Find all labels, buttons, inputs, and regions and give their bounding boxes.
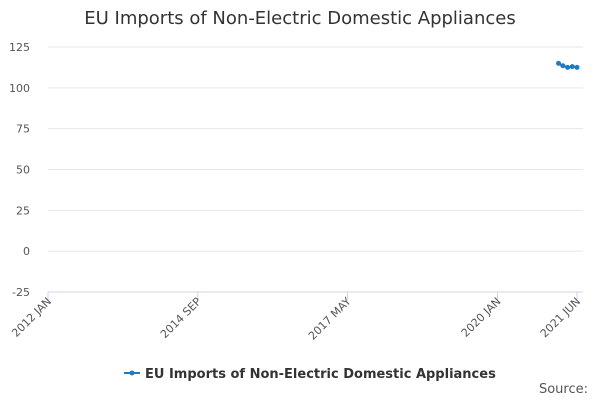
y-tick-label: 75 (16, 123, 30, 136)
point (574, 64, 580, 70)
chart-title: EU Imports of Non-Electric Domestic Appl… (84, 8, 515, 29)
x-tick-label: 2017 MAY (306, 295, 354, 343)
legend-marker (129, 370, 135, 376)
x-tick-label: 2021 JUN (538, 295, 583, 340)
point (565, 64, 571, 70)
y-tick-label: 25 (16, 204, 30, 217)
y-tick-label: -25 (12, 286, 30, 299)
point (556, 60, 562, 66)
source: Source: (539, 382, 588, 397)
x-tick-label: 2012 JAN (9, 295, 54, 340)
point (560, 63, 566, 69)
y-tick-label: 50 (16, 164, 30, 177)
point (569, 64, 575, 70)
x-tick-label: 2014 SEP (158, 295, 204, 341)
y-tick-label: 100 (9, 82, 30, 95)
x-tick-label: 2020 JAN (459, 295, 504, 340)
y-tick-label: 125 (9, 41, 30, 54)
y-tick-label: 0 (23, 245, 30, 258)
legend-label: EU Imports of Non-Electric Domestic Appl… (145, 367, 496, 382)
